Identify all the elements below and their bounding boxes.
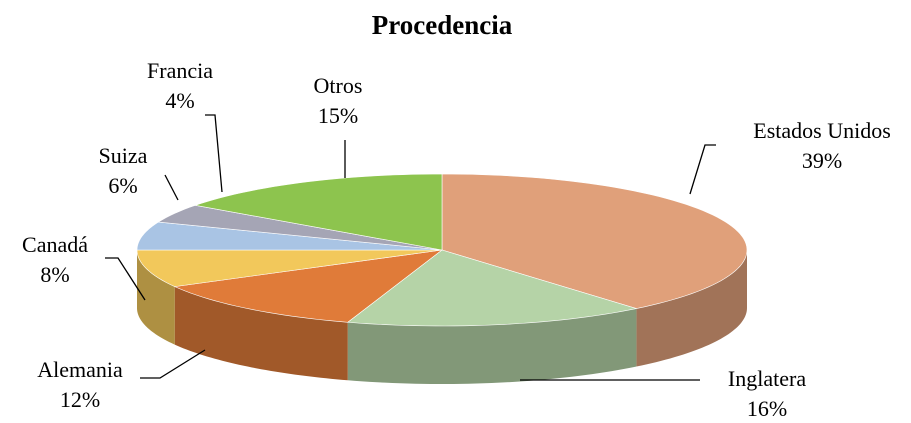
slice-value-label: 8% (40, 262, 69, 287)
leader-line (205, 114, 223, 193)
pie-slice (136, 221, 443, 251)
pie-slice (136, 249, 443, 287)
slice-label: Suiza (99, 143, 148, 168)
slice-value-label: 6% (108, 173, 137, 198)
leader-line (689, 144, 716, 195)
leader-line (164, 174, 179, 201)
slice-label: Estados Unidos (753, 118, 891, 143)
slice-label: Otros (314, 73, 363, 98)
pie-slice (346, 249, 637, 327)
slice-label: Canadá (22, 232, 88, 257)
slice-label: Inglatera (728, 366, 806, 391)
pie-slice (157, 205, 443, 251)
chart-title: Procedencia (372, 10, 513, 40)
pie-slice (173, 249, 444, 323)
pie-slice-side (174, 286, 348, 381)
pie-slice (195, 173, 443, 251)
pie-slice (441, 173, 748, 309)
leader-line (140, 349, 206, 379)
pie-slice-side (636, 250, 747, 367)
leader-line (105, 257, 146, 301)
slice-label: Francia (147, 58, 213, 83)
pie-slice-side (137, 250, 175, 345)
pie-slice-side (347, 308, 637, 384)
slice-value-label: 12% (60, 387, 100, 412)
slice-label: Alemania (37, 357, 123, 382)
slice-value-label: 15% (318, 103, 358, 128)
slice-value-label: 39% (802, 148, 842, 173)
slice-value-label: 16% (747, 396, 787, 421)
slice-value-label: 4% (165, 88, 194, 113)
